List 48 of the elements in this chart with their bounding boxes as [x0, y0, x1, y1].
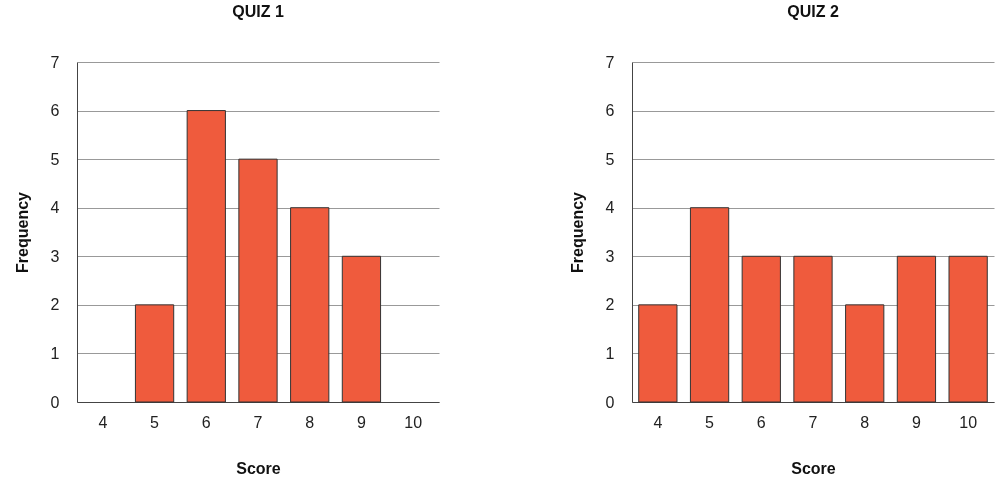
bar [689, 207, 730, 403]
y-tick-label: 3 [50, 247, 60, 265]
bar [638, 304, 678, 403]
y-tick-label: 2 [605, 296, 615, 314]
y-tick-label: 3 [605, 247, 615, 265]
x-tick-label: 10 [959, 413, 978, 431]
x-tick-label: 5 [705, 413, 715, 431]
bar [186, 110, 226, 403]
y-axis-title: Frequency [13, 191, 31, 273]
y-axis-title: Frequency [568, 191, 586, 273]
y-tick-label: 1 [50, 344, 60, 362]
x-tick-label: 5 [150, 413, 160, 431]
bar [741, 255, 781, 403]
bar [238, 158, 278, 403]
x-axis-title: Score [236, 459, 281, 477]
y-tick-label: 7 [50, 53, 60, 71]
x-tick-label: 10 [404, 413, 423, 431]
y-tick-label: 0 [605, 393, 615, 411]
x-tick-label: 6 [756, 413, 766, 431]
y-tick-label: 2 [50, 296, 60, 314]
y-tick-label: 4 [50, 199, 60, 217]
y-tick-label: 5 [605, 150, 615, 168]
x-tick-label: 6 [201, 413, 211, 431]
y-tick-label: 7 [605, 53, 615, 71]
x-tick-label: 7 [808, 413, 818, 431]
bar [948, 255, 988, 403]
bar [896, 255, 937, 403]
y-tick-label: 6 [50, 102, 60, 120]
x-axis-title: Score [791, 459, 836, 477]
x-tick-label: 8 [305, 413, 315, 431]
x-tick-label: 7 [253, 413, 263, 431]
x-tick-label: 9 [356, 413, 366, 431]
y-tick-label: 4 [605, 199, 615, 217]
bar [341, 255, 382, 403]
y-tick-label: 1 [605, 344, 615, 362]
x-tick-label: 4 [653, 413, 663, 431]
bar [793, 255, 833, 403]
y-tick-label: 6 [605, 102, 615, 120]
x-tick-label: 9 [911, 413, 921, 431]
y-tick-label: 5 [50, 150, 60, 168]
x-tick-label: 4 [98, 413, 108, 431]
y-tick-label: 0 [50, 393, 60, 411]
bar [845, 304, 885, 403]
chart-title: QUIZ 2 [787, 3, 839, 20]
bar [134, 304, 175, 403]
chart-title: QUIZ 1 [232, 3, 284, 20]
x-tick-label: 8 [860, 413, 870, 431]
bar [290, 207, 330, 403]
